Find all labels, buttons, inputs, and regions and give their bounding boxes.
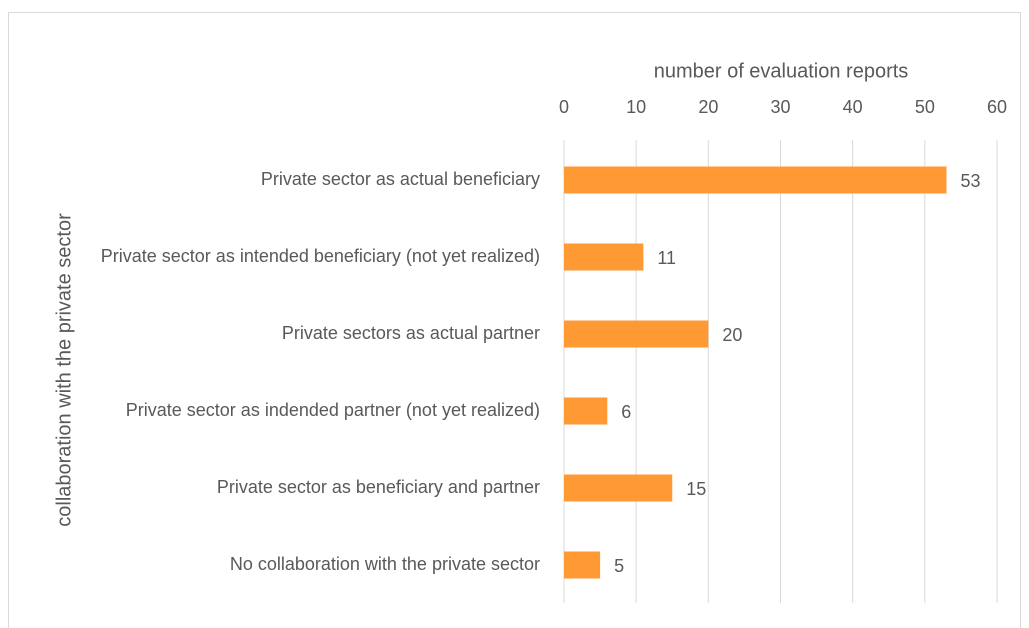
data-label: 11 bbox=[657, 248, 676, 268]
x-tick-label: 40 bbox=[843, 97, 863, 117]
x-axis-title: number of evaluation reports bbox=[654, 60, 909, 82]
y-tick-label: Private sectors as actual partner bbox=[282, 323, 540, 343]
label-line: Private sector as intended beneficiary (… bbox=[101, 246, 540, 266]
label-line: Private sector as indended partner (not … bbox=[126, 400, 540, 420]
bar bbox=[564, 243, 644, 271]
chart-frame bbox=[8, 12, 1021, 628]
x-tick-label: 10 bbox=[626, 97, 646, 117]
bar bbox=[564, 320, 709, 348]
bar bbox=[564, 166, 947, 194]
y-tick-label: Private sector as beneficiary and partne… bbox=[217, 477, 540, 497]
x-tick-label: 50 bbox=[915, 97, 935, 117]
x-tick-label: 60 bbox=[987, 97, 1007, 117]
x-tick-label: 0 bbox=[559, 97, 569, 117]
x-tick-label: 30 bbox=[770, 97, 790, 117]
data-label: 53 bbox=[960, 171, 980, 191]
data-label: 20 bbox=[722, 325, 742, 345]
data-label: 6 bbox=[621, 402, 631, 422]
y-axis-title: collaboration with the private sector bbox=[53, 213, 75, 527]
bar bbox=[564, 551, 601, 579]
label-line: Private sector as beneficiary and partne… bbox=[217, 477, 540, 497]
label-line: Private sectors as actual partner bbox=[282, 323, 540, 343]
data-label: 5 bbox=[614, 556, 624, 576]
y-tick-label: Private sector as intended beneficiary (… bbox=[101, 246, 540, 266]
y-tick-label: Private sector as actual beneficiary bbox=[261, 169, 540, 189]
label-line: No collaboration with the private sector bbox=[230, 554, 540, 574]
bar bbox=[564, 474, 673, 502]
x-tick-label: 20 bbox=[698, 97, 718, 117]
bar bbox=[564, 397, 608, 425]
y-tick-label: No collaboration with the private sector bbox=[230, 554, 540, 574]
data-label: 15 bbox=[686, 479, 706, 499]
label-line: Private sector as actual beneficiary bbox=[261, 169, 540, 189]
y-tick-label: Private sector as indended partner (not … bbox=[126, 400, 540, 420]
